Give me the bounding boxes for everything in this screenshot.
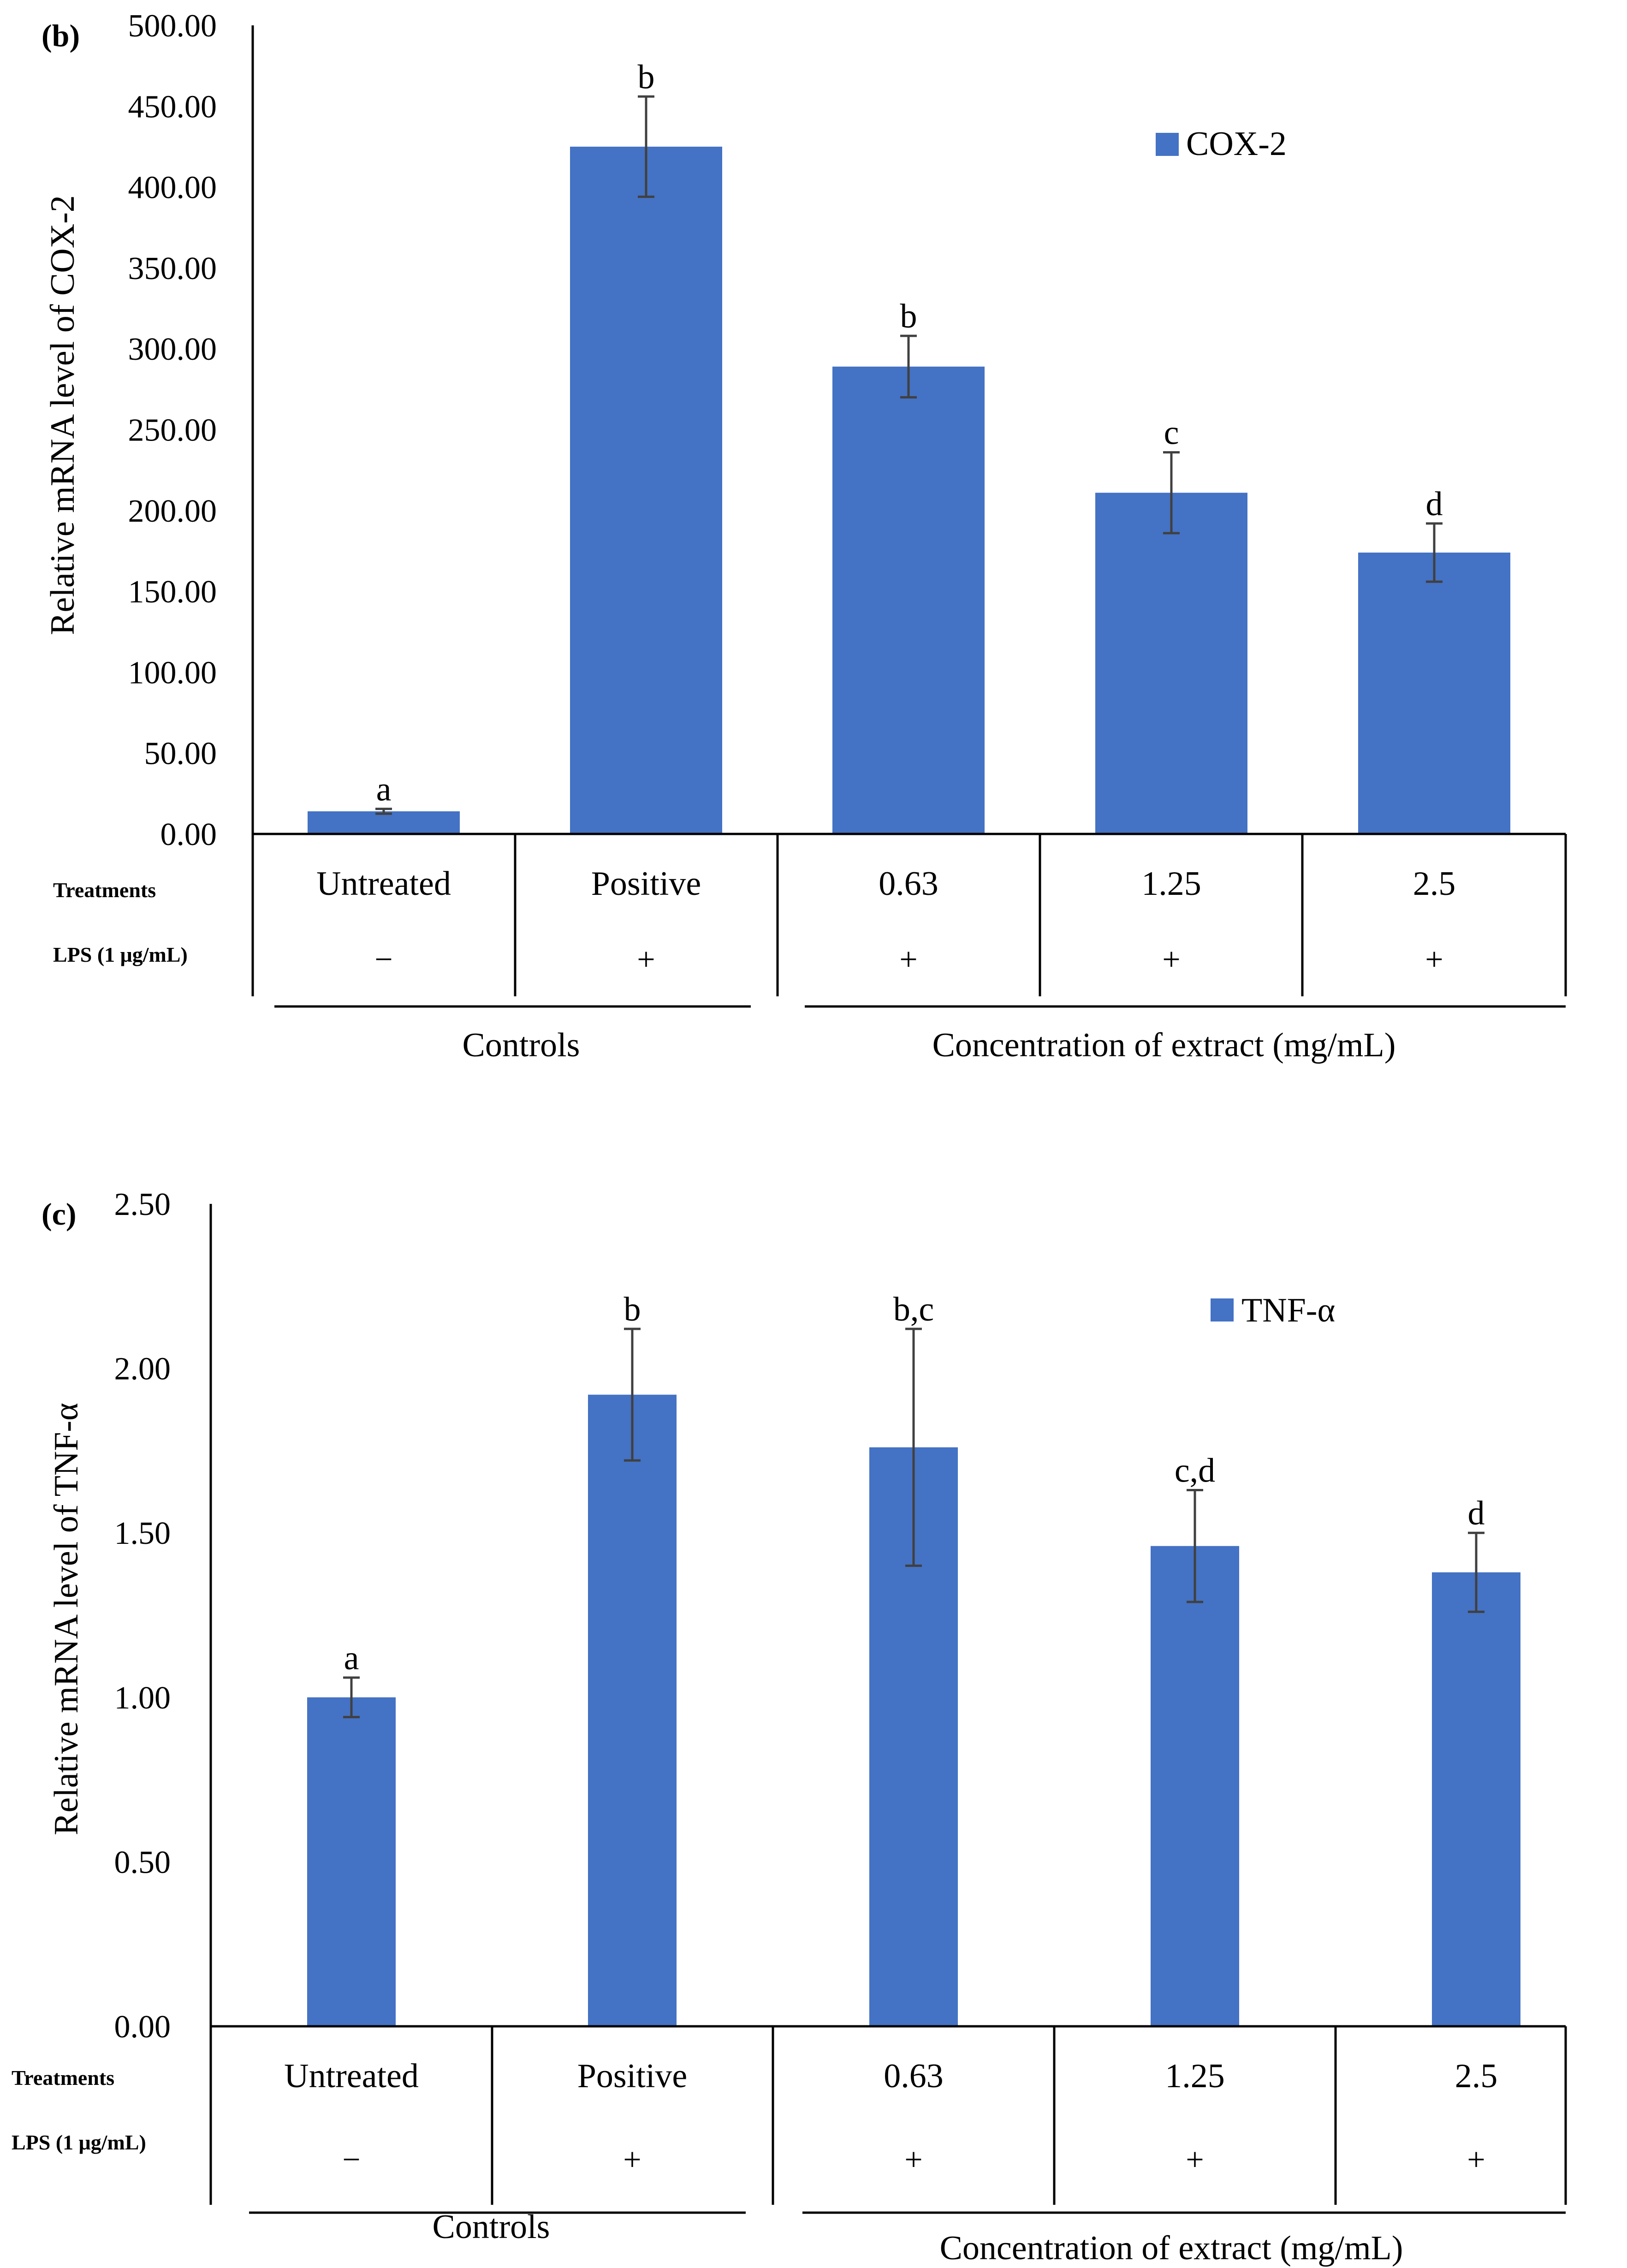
significance-letter: a: [344, 1639, 359, 1677]
panel-b-y-axis-title: Relative mRNA level of COX-2: [44, 195, 82, 635]
panel-c-extract-group-label: Concentration of extract (mg/mL): [940, 2229, 1403, 2267]
panel-b-bars: [308, 146, 1510, 834]
bar: [308, 811, 460, 834]
y-tick-label: 2.00: [114, 1351, 171, 1387]
y-tick-label: 0.00: [160, 817, 217, 852]
lps-mark: −: [374, 942, 392, 977]
error-bar: [1187, 1488, 1203, 1603]
category-label: 2.5: [1413, 865, 1456, 903]
category-label: Untreated: [316, 865, 451, 903]
lps-mark: +: [1467, 2142, 1485, 2178]
significance-letter: b: [624, 1291, 641, 1328]
significance-letter: b,c: [893, 1291, 934, 1328]
panel-c-significance-letters: a b b,c c,d d: [344, 1291, 1485, 1677]
y-tick-label: 0.50: [114, 1845, 171, 1880]
y-tick-label: 350.00: [128, 251, 217, 286]
lps-mark: +: [1186, 2142, 1204, 2178]
panel-b: (b) Relative mRNA level of COX-2 0.00 50.…: [42, 8, 1567, 1064]
panel-c-error-bars: [343, 1327, 1484, 1719]
panel-b-lps-marks: − + + + +: [374, 942, 1443, 977]
panel-b-label: (b): [42, 18, 80, 53]
panel-b-error-bars: [375, 95, 1443, 815]
y-tick-label: 250.00: [128, 413, 217, 448]
bar: [1358, 552, 1510, 834]
significance-letter: b: [638, 58, 655, 96]
lps-mark: +: [637, 942, 655, 977]
category-label: Positive: [577, 2057, 687, 2095]
significance-letter: d: [1426, 485, 1443, 523]
y-tick-label: 1.00: [114, 1680, 171, 1716]
y-tick-label: 400.00: [128, 170, 217, 206]
error-bar: [900, 334, 917, 399]
y-tick-label: 200.00: [128, 494, 217, 529]
lps-mark: +: [899, 942, 917, 977]
bar: [570, 146, 722, 834]
category-label: 2.5: [1455, 2057, 1498, 2095]
significance-letter: c,d: [1175, 1452, 1215, 1489]
category-label: Untreated: [284, 2057, 419, 2095]
panel-c-y-axis-title: Relative mRNA level of TNF-α: [48, 1403, 85, 1835]
y-tick-label: 500.00: [128, 8, 217, 44]
y-tick-label: 150.00: [128, 574, 217, 610]
category-label: 1.25: [1141, 865, 1201, 903]
significance-letter: d: [1468, 1494, 1485, 1532]
y-tick-label: 300.00: [128, 332, 217, 367]
category-label: 1.25: [1165, 2057, 1225, 2095]
y-tick-label: 1.50: [114, 1516, 171, 1551]
significance-letter: a: [376, 771, 392, 809]
error-bar: [1426, 522, 1443, 583]
bar: [1432, 1572, 1520, 2026]
y-tick-label: 0.00: [114, 2009, 171, 2045]
error-bar: [905, 1327, 922, 1567]
panel-b-legend-label: COX-2: [1186, 125, 1287, 163]
bar: [1151, 1546, 1239, 2026]
y-tick-label: 100.00: [128, 655, 217, 691]
panel-c-controls-group-label: Controls: [433, 2208, 550, 2246]
panel-c-lps-marks: − + + + +: [342, 2142, 1485, 2178]
error-bar: [638, 95, 654, 198]
panel-b-significance-letters: a b b c d: [376, 58, 1443, 808]
panel-c: (c) Relative mRNA level of TNF-α 0.00 0.5…: [12, 1187, 1567, 2267]
panel-c-legend-swatch: [1211, 1298, 1234, 1322]
panel-c-treatments-row-label: Treatments: [12, 2066, 114, 2089]
error-bar: [624, 1327, 641, 1462]
panel-c-label: (c): [42, 1197, 76, 1232]
category-label: Positive: [591, 865, 701, 903]
panel-b-treatments-row-label: Treatments: [53, 878, 156, 902]
bar: [588, 1394, 677, 2026]
lps-mark: +: [1425, 942, 1443, 977]
lps-mark: +: [904, 2142, 922, 2178]
error-bar: [343, 1676, 360, 1719]
error-bar: [1468, 1531, 1484, 1613]
lps-mark: +: [623, 2142, 641, 2178]
category-label: 0.63: [879, 865, 938, 903]
error-bar: [1163, 451, 1180, 535]
panel-c-lps-row-label: LPS (1 μg/mL): [12, 2131, 146, 2154]
lps-mark: +: [1162, 942, 1180, 977]
panel-b-extract-group-label: Concentration of extract (mg/mL): [932, 1026, 1396, 1064]
y-tick-label: 2.50: [114, 1187, 171, 1222]
significance-letter: c: [1164, 414, 1179, 452]
panel-c-legend-label: TNF-α: [1241, 1292, 1335, 1329]
panel-b-y-ticks: 0.00 50.00 100.00 150.00 200.00 250.00 300.00 3…: [128, 8, 217, 852]
panel-b-legend-swatch: [1156, 133, 1179, 156]
panel-c-bars: [307, 1394, 1520, 2026]
bar: [307, 1697, 396, 2026]
panel-c-y-ticks: 0.00 0.50 1.00 1.50 2.00 2.50: [114, 1187, 171, 2045]
y-tick-label: 50.00: [144, 736, 217, 772]
panel-b-controls-group-label: Controls: [463, 1026, 580, 1064]
error-bar: [375, 808, 392, 815]
bar: [832, 366, 985, 834]
y-tick-label: 450.00: [128, 89, 217, 125]
panel-c-category-labels: Untreated Positive 0.63 1.25 2.5: [284, 2057, 1497, 2095]
lps-mark: −: [342, 2142, 360, 2178]
significance-letter: b: [900, 298, 917, 335]
category-label: 0.63: [884, 2057, 944, 2095]
panel-b-lps-row-label: LPS (1 μg/mL): [53, 943, 188, 966]
panel-b-category-labels: Untreated Positive 0.63 1.25 2.5: [316, 865, 1455, 903]
bar: [1095, 493, 1247, 834]
